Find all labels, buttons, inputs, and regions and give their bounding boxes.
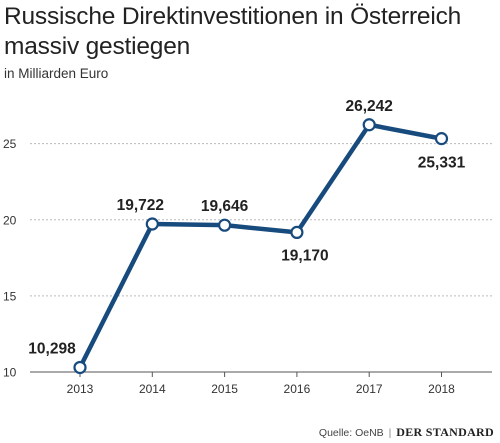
x-tick-label: 2013	[67, 382, 94, 396]
source-separator: |	[388, 427, 392, 439]
x-tick-label: 2014	[139, 382, 166, 396]
data-labels: 10,298 19,722 19,646 19,170 26,242 25,331	[28, 98, 465, 358]
series-line	[77, 122, 444, 370]
y-tick-label: 15	[3, 289, 17, 303]
publisher-logo: DER STANDARD	[396, 425, 494, 439]
x-tick-label: 2018	[428, 382, 455, 396]
chart-subtitle: in Milliarden Euro	[4, 66, 109, 81]
data-label-2016: 19,170	[281, 247, 328, 264]
chart-title: Russische Direktinvestitionen in Österre…	[4, 3, 462, 60]
x-tick-label: 2017	[356, 382, 383, 396]
data-label-2015: 19,646	[201, 198, 249, 215]
y-tick-label: 10	[3, 366, 17, 380]
source-label: Quelle: OeNB	[318, 427, 384, 439]
axes: 10 15 20 25 2013 2014 2015 2016 2017 2018	[3, 137, 492, 396]
data-point-2017	[362, 118, 376, 132]
x-tick-label: 2015	[211, 382, 238, 396]
series-path	[77, 122, 444, 370]
data-label-2013: 10,298	[28, 340, 76, 357]
data-label-2018: 25,331	[418, 155, 466, 172]
y-tick-label: 25	[3, 137, 17, 151]
data-label-2014: 19,722	[117, 197, 164, 214]
gridlines	[30, 143, 492, 297]
y-tick-label: 20	[3, 213, 17, 227]
data-point-2014	[145, 217, 159, 231]
data-point-2016	[290, 225, 304, 240]
x-tick-label: 2016	[284, 382, 311, 396]
data-point-2018	[434, 132, 449, 146]
data-point-2013	[73, 360, 87, 375]
source-credit: Quelle: OeNB | DER STANDARD	[319, 425, 494, 440]
data-point-2015	[218, 218, 232, 232]
data-label-2017: 26,242	[345, 98, 392, 115]
data-points	[73, 118, 449, 375]
